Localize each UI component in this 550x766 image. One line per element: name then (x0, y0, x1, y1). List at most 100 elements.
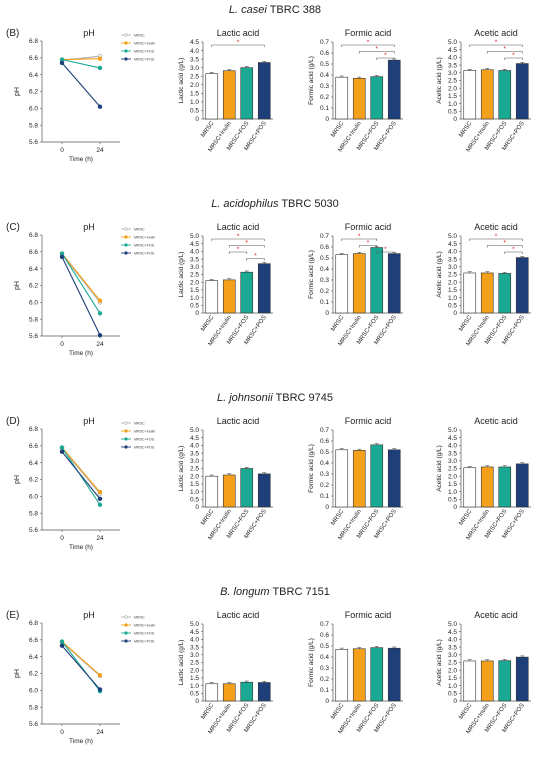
ph-title: pH (83, 610, 95, 620)
panel-label: (B) (6, 28, 19, 39)
ph-series-line (61, 256, 101, 336)
bar-y-tick-label: 3.5 (448, 62, 457, 69)
acetic-title: Acetic acid (474, 416, 518, 426)
bar (222, 70, 236, 120)
bar-y-tick-label: 5.0 (448, 233, 457, 240)
lactic-title: Lactic acid (217, 28, 260, 38)
significance-bracket (504, 57, 523, 60)
legend-label: MRSC+Inulin (134, 430, 155, 434)
bar-y-tick-label: 0 (325, 504, 329, 511)
significance-bracket (469, 44, 523, 47)
bar (240, 468, 254, 508)
acetic-y-label: Acetic acid (g/L) (436, 445, 443, 492)
acetic-y-label: Acetic acid (g/L) (436, 251, 443, 298)
ph-point (97, 496, 103, 502)
bar (205, 280, 219, 314)
bar-y-tick-label: 0.6 (320, 632, 329, 639)
significance-star: * (503, 240, 506, 247)
ph-series-line (61, 448, 101, 495)
ph-y-tick-label: 5.6 (29, 721, 38, 728)
bar (335, 649, 349, 702)
bar-y-tick-label: 4.5 (190, 629, 199, 636)
ph-series-line (61, 253, 101, 301)
bar-y-tick-label: 4.5 (190, 241, 199, 248)
lactic-y-label: Lactic acid (g/L) (178, 58, 185, 104)
bar-y-tick-label: 0 (195, 310, 199, 317)
significance-bracket (341, 44, 395, 47)
legend-label: MRSC (134, 228, 145, 232)
bar (370, 444, 384, 508)
bar-y-tick-label: 3.0 (190, 65, 199, 72)
bar-y-tick-label: 0.5 (448, 303, 457, 310)
acetic-title: Acetic acid (474, 222, 518, 232)
bar (387, 253, 401, 314)
bar-y-tick-label: 0.4 (320, 266, 329, 273)
bar-y-tick-label: 3.0 (190, 652, 199, 659)
ph-series-line (61, 62, 101, 108)
bar (515, 63, 529, 120)
bar-category-label: MRSC (330, 314, 345, 332)
bar (480, 69, 494, 120)
ph-x-tick-label: 0 (60, 147, 64, 154)
legend-marker (124, 429, 128, 433)
bar-y-tick-label: 0.5 (190, 691, 199, 698)
ph-y-tick-label: 6.2 (29, 283, 38, 290)
bar-y-tick-label: 3.0 (448, 458, 457, 465)
ph-point (59, 445, 65, 450)
bar (257, 473, 271, 508)
bar-y-tick-label: 1.5 (448, 675, 457, 682)
bar-y-tick-label: 0.5 (320, 449, 329, 456)
ph-point (97, 332, 103, 338)
legend-label: MRSC+Inulin (134, 42, 155, 46)
ph-title: pH (83, 222, 95, 232)
bar-y-tick-label: 4.5 (448, 241, 457, 248)
bar (515, 257, 529, 314)
legend-marker (124, 33, 128, 37)
legend-label: MRSC+FOS (134, 438, 155, 442)
ph-x-tick-label: 24 (96, 535, 104, 542)
panel-B: L. casei TBRC 388 (B) 5.6 5.8 6.0 6.2 6.4 6.6 6.… (6, 4, 531, 163)
bar-y-tick-label: 3.0 (448, 70, 457, 77)
ph-y-tick-label: 6.0 (29, 688, 38, 695)
formic-title: Formic acid (345, 416, 392, 426)
bar-y-tick-label: 3.5 (190, 256, 199, 263)
bar-y-tick-label: 1.0 (190, 99, 199, 106)
significance-bracket (486, 245, 523, 248)
bar-category-label: MRSC (200, 314, 215, 332)
organism-name: L. casei (229, 4, 267, 16)
bar-y-tick-label: 3.5 (448, 450, 457, 457)
bar-y-tick-label: 1.5 (448, 287, 457, 294)
lactic-y-label: Lactic acid (g/L) (178, 252, 185, 298)
bar-y-tick-label: 2.0 (448, 473, 457, 480)
bar-y-tick-label: 4.0 (190, 637, 199, 644)
legend-marker (124, 57, 128, 61)
bar-category-label: MRSC (330, 702, 345, 720)
acetic-title: Acetic acid (474, 28, 518, 38)
bar-y-tick-label: 4.0 (448, 637, 457, 644)
bar (205, 73, 219, 120)
legend-label: MRSC+FOS (134, 632, 155, 636)
bar-y-tick-label: 0.7 (320, 233, 329, 240)
significance-star: * (512, 247, 515, 254)
bar-y-tick-label: 4.5 (448, 629, 457, 636)
ph-y-tick-label: 5.8 (29, 316, 38, 323)
ph-point (97, 104, 103, 109)
ph-y-tick-label: 6.6 (29, 55, 38, 62)
bar-y-tick-label: 1.5 (190, 91, 199, 98)
ph-x-tick-label: 24 (96, 341, 104, 348)
ph-y-tick-label: 6.0 (29, 300, 38, 307)
bar-y-tick-label: 0.5 (320, 643, 329, 650)
strain-id: TBRC 388 (267, 4, 321, 16)
lactic-y-label: Lactic acid (g/L) (178, 446, 185, 492)
ph-series-line (61, 58, 101, 61)
bar-y-tick-label: 0.2 (320, 482, 329, 489)
lactic-title: Lactic acid (217, 610, 260, 620)
bar-category-label: MRSC (330, 508, 345, 526)
bar-y-tick-label: 0.2 (320, 676, 329, 683)
bar-y-tick-label: 0.7 (320, 621, 329, 628)
bar (498, 466, 512, 508)
bar-y-tick-label: 0.6 (320, 244, 329, 251)
bar-y-tick-label: 3.5 (190, 450, 199, 457)
bar-y-tick-label: 4.0 (448, 249, 457, 256)
bar-y-tick-label: 2.5 (448, 660, 457, 667)
